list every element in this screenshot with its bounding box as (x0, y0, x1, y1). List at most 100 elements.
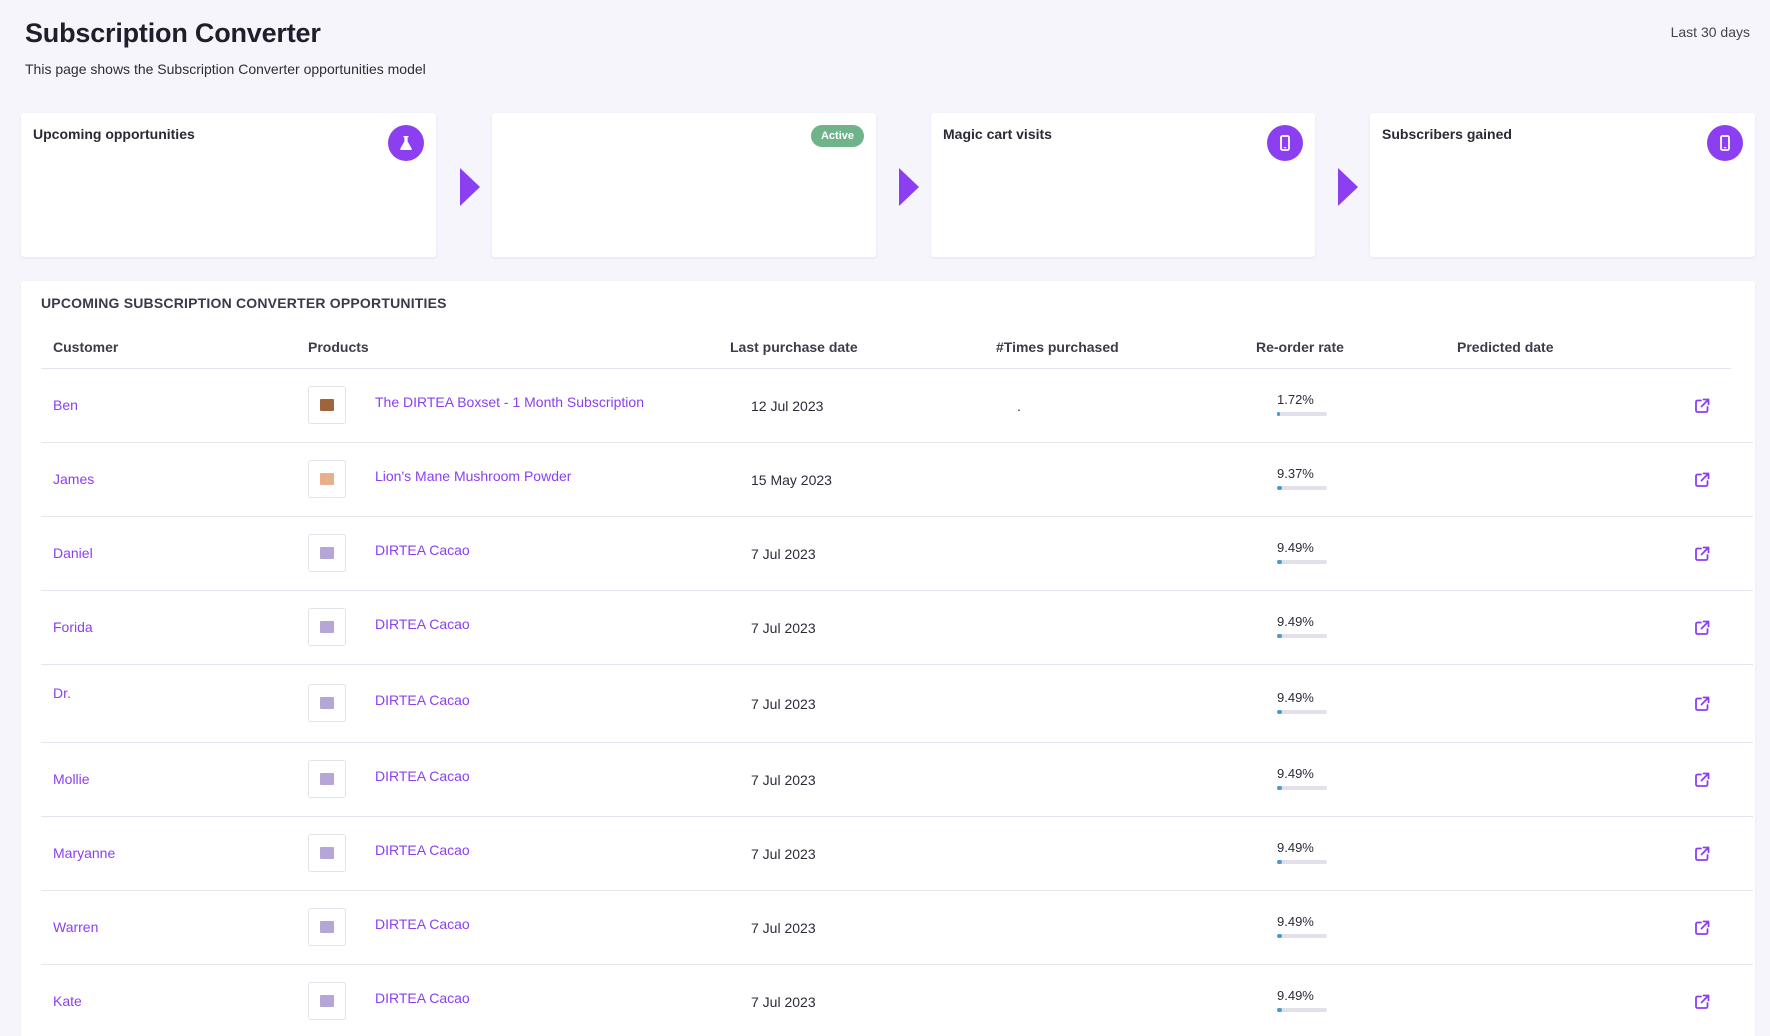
product-thumbnail (308, 834, 346, 872)
flow-arrow-icon (899, 168, 919, 206)
reorder-rate-value: 9.49% (1277, 690, 1314, 705)
reorder-rate-bar-fill (1277, 934, 1282, 938)
product-thumbnail (308, 534, 346, 572)
status-badge: Active (810, 125, 864, 147)
table-row: Mollie DIRTEA Cacao 7 Jul 2023 9.49% (41, 743, 1753, 817)
card-label: Subscribers gained (1382, 126, 1512, 142)
reorder-rate-bar-fill (1277, 860, 1282, 864)
flow-arrow-icon (1338, 168, 1358, 206)
product-link[interactable]: DIRTEA Cacao (375, 842, 470, 858)
product-thumbnail (308, 684, 346, 722)
external-link-icon[interactable] (1693, 771, 1711, 789)
reorder-rate-value: 9.49% (1277, 540, 1314, 555)
customer-link[interactable]: Maryanne (53, 845, 116, 861)
last-purchase-date: 15 May 2023 (751, 472, 832, 488)
table-row: Warren DIRTEA Cacao 7 Jul 2023 9.49% (41, 891, 1753, 965)
column-header-reorder-rate[interactable]: Re-order rate (1256, 339, 1344, 355)
reorder-rate-bar-fill (1277, 1008, 1282, 1012)
reorder-rate-bar (1277, 786, 1327, 790)
product-thumbnail (308, 760, 346, 798)
opportunities-table-panel: UPCOMING SUBSCRIPTION CONVERTER OPPORTUN… (21, 281, 1755, 1036)
card-magic-cart-visits[interactable]: Magic cart visits (931, 113, 1315, 257)
product-link[interactable]: DIRTEA Cacao (375, 990, 470, 1006)
product-link[interactable]: DIRTEA Cacao (375, 692, 470, 708)
product-link[interactable]: DIRTEA Cacao (375, 616, 470, 632)
product-link[interactable]: DIRTEA Cacao (375, 768, 470, 784)
product-thumbnail (308, 908, 346, 946)
product-link[interactable]: DIRTEA Cacao (375, 542, 470, 558)
reorder-rate-bar (1277, 860, 1327, 864)
table-row: James Lion's Mane Mushroom Powder 15 May 2… (41, 443, 1753, 517)
last-purchase-date: 7 Jul 2023 (751, 620, 816, 636)
reorder-rate-bar-fill (1277, 786, 1282, 790)
column-header-times-purchased[interactable]: #Times purchased (996, 339, 1119, 355)
reorder-rate-bar (1277, 560, 1327, 564)
reorder-rate-value: 9.49% (1277, 766, 1314, 781)
column-header-last-purchase-date[interactable]: Last purchase date (730, 339, 858, 355)
funnel-cards: Upcoming opportunities Active Magic cart… (21, 113, 1755, 257)
reorder-rate-bar-fill (1277, 560, 1282, 564)
table-row: Maryanne DIRTEA Cacao 7 Jul 2023 9.49% (41, 817, 1753, 891)
reorder-rate-bar (1277, 710, 1327, 714)
column-header-customer[interactable]: Customer (53, 339, 119, 355)
customer-link[interactable]: Dr. (53, 685, 71, 701)
customer-link[interactable]: Kate (53, 993, 82, 1009)
reorder-rate-value: 9.49% (1277, 840, 1314, 855)
reorder-rate-value: 1.72% (1277, 392, 1314, 407)
last-purchase-date: 7 Jul 2023 (751, 920, 816, 936)
phone-icon (1267, 125, 1303, 161)
table-row: Kate DIRTEA Cacao 7 Jul 2023 9.49% (41, 965, 1753, 1036)
column-header-products[interactable]: Products (308, 339, 369, 355)
reorder-rate-bar (1277, 934, 1327, 938)
reorder-rate-value: 9.49% (1277, 614, 1314, 629)
external-link-icon[interactable] (1693, 695, 1711, 713)
customer-link[interactable]: Forida (53, 619, 93, 635)
product-link[interactable]: The DIRTEA Boxset - 1 Month Subscription (375, 394, 644, 410)
date-range-selector[interactable]: Last 30 days (1670, 24, 1750, 40)
customer-link[interactable]: Daniel (53, 545, 93, 561)
card-label: Magic cart visits (943, 126, 1052, 142)
reorder-rate-bar-fill (1277, 486, 1282, 490)
card-active-step[interactable]: Active (492, 113, 876, 257)
external-link-icon[interactable] (1693, 845, 1711, 863)
last-purchase-date: 7 Jul 2023 (751, 772, 816, 788)
product-thumbnail (308, 608, 346, 646)
customer-link[interactable]: Mollie (53, 771, 90, 787)
last-purchase-date: 7 Jul 2023 (751, 546, 816, 562)
external-link-icon[interactable] (1693, 397, 1711, 415)
reorder-rate-bar (1277, 1008, 1327, 1012)
flask-icon (388, 125, 424, 161)
customer-link[interactable]: Warren (53, 919, 99, 935)
reorder-rate-bar-fill (1277, 412, 1280, 416)
reorder-rate-value: 9.49% (1277, 988, 1314, 1003)
reorder-rate-bar (1277, 634, 1327, 638)
column-header-predicted-date[interactable]: Predicted date (1457, 339, 1554, 355)
product-link[interactable]: Lion's Mane Mushroom Powder (375, 468, 572, 484)
flow-arrow-icon (460, 168, 480, 206)
table-row: Forida DIRTEA Cacao 7 Jul 2023 9.49% (41, 591, 1753, 665)
product-thumbnail (308, 460, 346, 498)
customer-link[interactable]: James (53, 471, 95, 487)
table-row: Dr. DIRTEA Cacao 7 Jul 2023 9.49% (41, 665, 1753, 743)
times-purchased: . (1017, 398, 1021, 414)
external-link-icon[interactable] (1693, 619, 1711, 637)
card-upcoming-opportunities[interactable]: Upcoming opportunities (21, 113, 436, 257)
table-title: UPCOMING SUBSCRIPTION CONVERTER OPPORTUN… (41, 295, 447, 311)
reorder-rate-value: 9.49% (1277, 914, 1314, 929)
last-purchase-date: 7 Jul 2023 (751, 696, 816, 712)
reorder-rate-bar-fill (1277, 710, 1282, 714)
external-link-icon[interactable] (1693, 545, 1711, 563)
product-thumbnail (308, 982, 346, 1020)
card-subscribers-gained[interactable]: Subscribers gained (1370, 113, 1755, 257)
external-link-icon[interactable] (1693, 993, 1711, 1011)
customer-link[interactable]: Ben (53, 397, 78, 413)
external-link-icon[interactable] (1693, 471, 1711, 489)
table-row: Daniel DIRTEA Cacao 7 Jul 2023 9.49% (41, 517, 1753, 591)
last-purchase-date: 7 Jul 2023 (751, 846, 816, 862)
page-subtitle: This page shows the Subscription Convert… (25, 61, 426, 77)
page-header: Subscription Converter This page shows t… (25, 18, 426, 77)
phone-icon (1707, 125, 1743, 161)
page-title: Subscription Converter (25, 18, 321, 48)
product-link[interactable]: DIRTEA Cacao (375, 916, 470, 932)
external-link-icon[interactable] (1693, 919, 1711, 937)
